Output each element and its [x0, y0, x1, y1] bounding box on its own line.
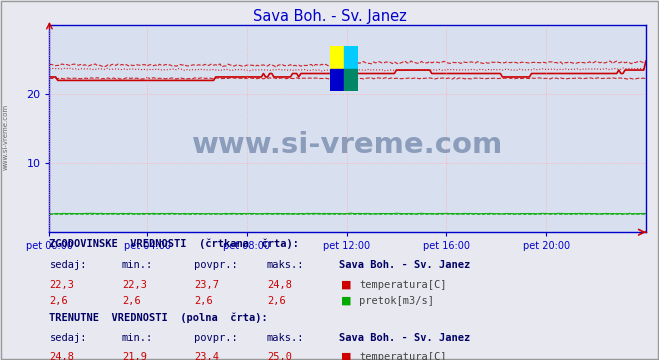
Text: pretok[m3/s]: pretok[m3/s]	[359, 296, 434, 306]
Text: ■: ■	[341, 352, 352, 360]
Bar	[330, 46, 344, 69]
Text: sedaj:: sedaj:	[49, 333, 87, 343]
Text: ■: ■	[341, 280, 352, 290]
Text: 22,3: 22,3	[122, 280, 147, 290]
Text: min.:: min.:	[122, 260, 153, 270]
Text: sedaj:: sedaj:	[49, 260, 87, 270]
Text: 2,6: 2,6	[122, 296, 140, 306]
Text: 22,3: 22,3	[49, 280, 74, 290]
Text: ZGODOVINSKE  VREDNOSTI  (črtkana  črta):: ZGODOVINSKE VREDNOSTI (črtkana črta):	[49, 238, 299, 249]
Text: temperatura[C]: temperatura[C]	[359, 352, 447, 360]
Text: 23,7: 23,7	[194, 280, 219, 290]
Text: 2,6: 2,6	[267, 296, 285, 306]
Text: maks.:: maks.:	[267, 333, 304, 343]
Text: 2,6: 2,6	[194, 296, 213, 306]
Bar	[344, 46, 358, 69]
Bar	[330, 69, 344, 91]
Text: povpr.:: povpr.:	[194, 260, 238, 270]
Text: 25,0: 25,0	[267, 352, 292, 360]
Bar	[344, 69, 358, 91]
Text: TRENUTNE  VREDNOSTI  (polna  črta):: TRENUTNE VREDNOSTI (polna črta):	[49, 312, 268, 323]
Text: www.si-vreme.com: www.si-vreme.com	[192, 131, 503, 159]
Text: temperatura[C]: temperatura[C]	[359, 280, 447, 290]
Text: Sava Boh. - Sv. Janez: Sava Boh. - Sv. Janez	[252, 9, 407, 24]
Text: maks.:: maks.:	[267, 260, 304, 270]
Text: ■: ■	[341, 296, 352, 306]
Text: povpr.:: povpr.:	[194, 333, 238, 343]
Text: 21,9: 21,9	[122, 352, 147, 360]
Text: 23,4: 23,4	[194, 352, 219, 360]
Text: 2,6: 2,6	[49, 296, 68, 306]
Text: min.:: min.:	[122, 333, 153, 343]
Text: www.si-vreme.com: www.si-vreme.com	[2, 104, 9, 170]
Text: 24,8: 24,8	[49, 352, 74, 360]
Text: Sava Boh. - Sv. Janez: Sava Boh. - Sv. Janez	[339, 260, 471, 270]
Text: Sava Boh. - Sv. Janez: Sava Boh. - Sv. Janez	[339, 333, 471, 343]
Text: 24,8: 24,8	[267, 280, 292, 290]
